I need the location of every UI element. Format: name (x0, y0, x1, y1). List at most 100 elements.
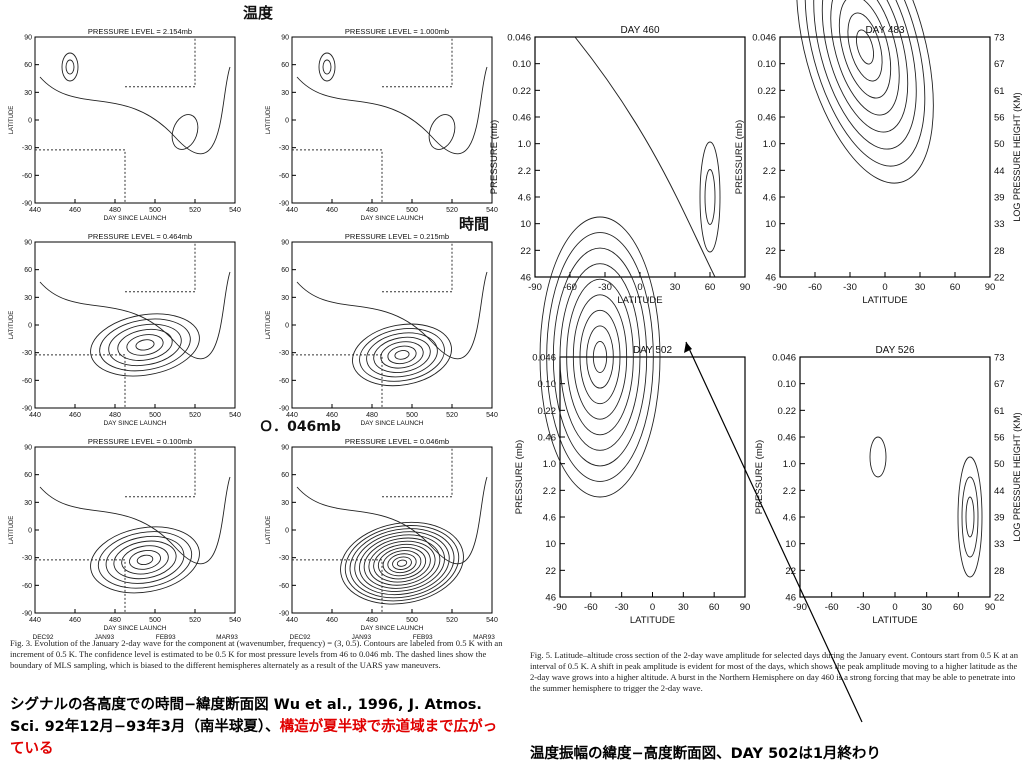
contour (704, 169, 716, 225)
x-tick-label: 90 (985, 282, 996, 293)
y-tick-label: 30 (281, 295, 289, 302)
y2-tick-label: 67 (994, 59, 1005, 70)
y2-tick-label: 61 (994, 406, 1005, 417)
y-axis-label: LATITUDE (9, 311, 15, 340)
x-tick-label: 30 (915, 282, 926, 293)
contour (344, 525, 460, 602)
y-tick-label: 0 (28, 528, 32, 535)
y-tick-label: 4.6 (543, 513, 556, 524)
contour (559, 263, 641, 451)
x-tick-label: 520 (189, 412, 201, 419)
x-tick-label: 540 (486, 412, 498, 419)
panel-title: PRESSURE LEVEL = 2.154mb (88, 27, 192, 36)
y-tick-label: 4.6 (763, 193, 776, 204)
note-highlight: 構造が夏半球で赤道域まで広がっている (10, 719, 498, 757)
y-tick-label: 0 (285, 528, 289, 535)
arrow-line (685, 341, 863, 723)
contour (572, 294, 628, 420)
x-tick-label: 30 (670, 282, 681, 293)
x-tick-label: 500 (406, 412, 418, 419)
contour (340, 521, 464, 605)
y-tick-label: 60 (281, 62, 289, 69)
y2-tick-label: 56 (994, 113, 1005, 124)
sampling-boundary (35, 354, 126, 408)
contour (373, 336, 431, 373)
month-tick-label: MAR93 (473, 634, 495, 641)
panel-frame (34, 241, 236, 409)
x-tick-label: 0 (650, 602, 655, 613)
x-tick-label: 540 (486, 617, 498, 624)
y-tick-label: 1.0 (763, 139, 776, 150)
x-tick-label: 60 (709, 602, 720, 613)
y-tick-label: 0.46 (513, 113, 532, 124)
contour (380, 341, 424, 369)
y-tick-label: -60 (279, 378, 289, 385)
contour (90, 313, 200, 377)
y2-tick-label: 56 (994, 433, 1005, 444)
x-tick-label: 440 (286, 617, 298, 624)
x-tick-label: 60 (950, 282, 961, 293)
sampling-boundary (382, 37, 453, 88)
x-tick-label: 480 (109, 617, 121, 624)
x-tick-label: 520 (189, 207, 201, 214)
y-tick-label: 22 (785, 566, 796, 577)
y-tick-label: 46 (765, 273, 776, 284)
y2-axis-label: LOG PRESSURE HEIGHT (KM) (1012, 412, 1022, 541)
contour (359, 328, 445, 382)
left-note: シグナルの各高度での時間−緯度断面図 Wu et al., 1996, J. A… (10, 694, 510, 760)
y-axis-label: LATITUDE (9, 106, 15, 135)
contour (39, 476, 231, 565)
x-tick-label: 500 (406, 617, 418, 624)
x-tick-label: 520 (446, 412, 458, 419)
month-tick-label: DEC92 (33, 634, 54, 641)
y-tick-label: 0.22 (778, 406, 797, 417)
y-tick-label: 0 (285, 323, 289, 330)
contour (349, 528, 455, 599)
left-caption: Fig. 3. Evolution of the January 2-day w… (10, 638, 503, 670)
y2-tick-label: 50 (994, 139, 1005, 150)
x-axis-label: DAY SINCE LAUNCH (104, 215, 167, 222)
x-tick-label: 520 (446, 617, 458, 624)
y-tick-label: -30 (22, 350, 32, 357)
y-tick-label: 90 (281, 240, 289, 247)
x-tick-label: 500 (149, 617, 161, 624)
x-tick-label: 460 (69, 617, 81, 624)
y2-tick-label: 67 (994, 379, 1005, 390)
sampling-boundary (382, 447, 453, 498)
x-tick-label: 440 (29, 207, 41, 214)
y-tick-label: 60 (24, 267, 32, 274)
arrow-head (684, 342, 692, 353)
x-tick-label: 540 (486, 207, 498, 214)
y-tick-label: 0.046 (532, 353, 556, 364)
y-tick-label: 0 (285, 118, 289, 125)
contour (579, 309, 621, 405)
contour (117, 328, 173, 361)
y-tick-label: 90 (281, 445, 289, 452)
y-tick-label: -90 (22, 611, 32, 618)
x-tick-label: 460 (69, 207, 81, 214)
y-axis-label: LATITUDE (266, 311, 272, 340)
panel-title: DAY 526 (875, 345, 915, 356)
y-axis-label: LATITUDE (266, 106, 272, 135)
y-tick-label: -60 (279, 173, 289, 180)
y-tick-label: -60 (22, 378, 32, 385)
contour (961, 476, 979, 558)
contour (90, 526, 200, 594)
x-tick-label: 460 (326, 617, 338, 624)
y2-tick-label: 73 (994, 33, 1005, 44)
contour (586, 325, 614, 389)
panel-title: DAY 483 (865, 25, 905, 36)
x-tick-label: 440 (286, 412, 298, 419)
right-note: 温度振幅の緯度−高度断面図、DAY 502は1月終わり (530, 746, 881, 762)
contour (387, 553, 417, 574)
x-tick-label: 480 (109, 207, 121, 214)
y-tick-label: 0.10 (538, 379, 557, 390)
x-tick-label: 440 (29, 412, 41, 419)
panel-frame (291, 36, 493, 204)
contour (105, 535, 185, 584)
x-tick-label: -60 (584, 602, 598, 613)
sampling-boundary (292, 149, 383, 203)
sampling-boundary (35, 559, 126, 613)
sampling-boundary (292, 354, 383, 408)
